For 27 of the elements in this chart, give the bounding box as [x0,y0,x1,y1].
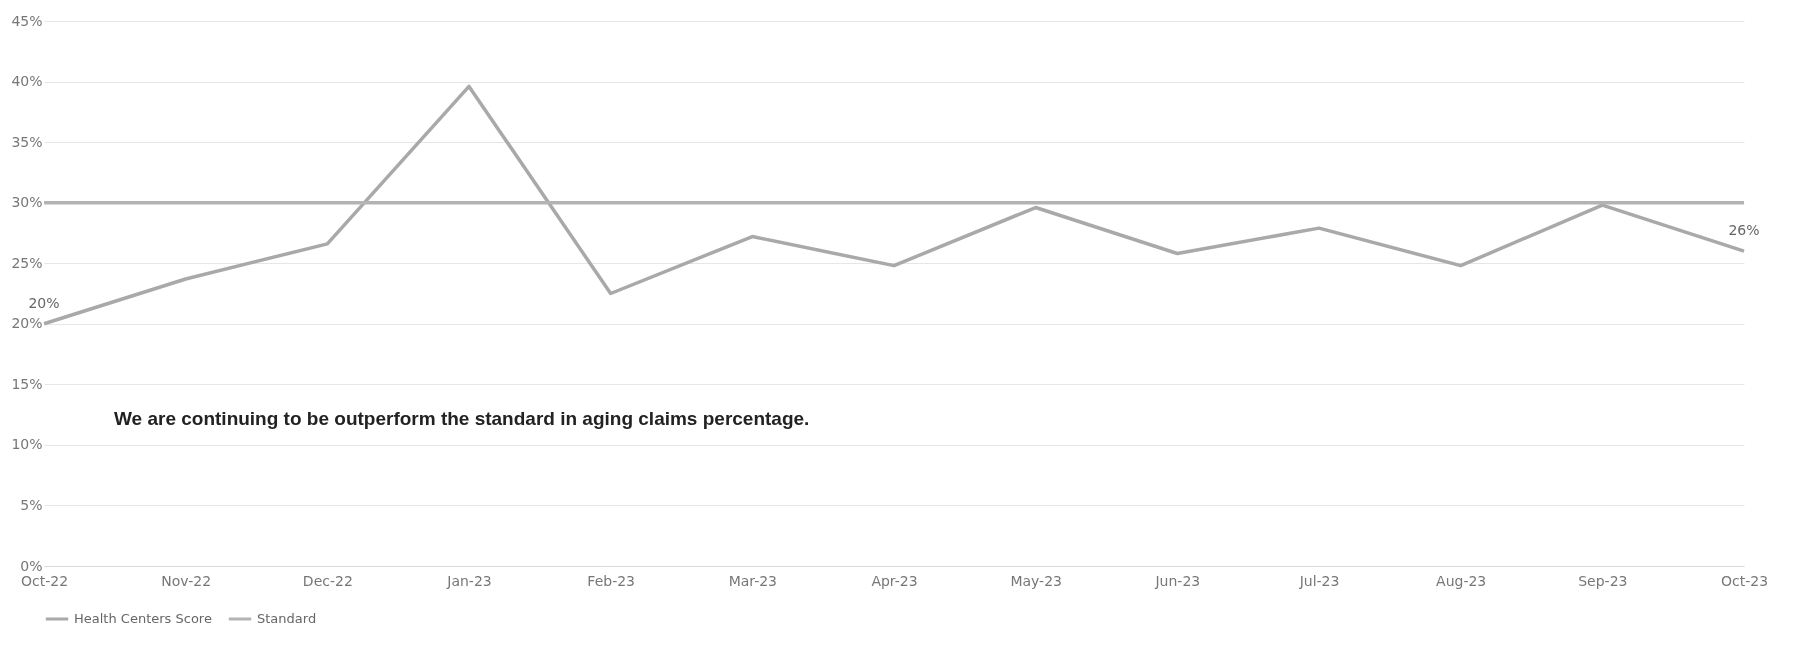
x-tick-label: Feb-23 [587,572,635,589]
y-tick-label: 10% [11,436,43,453]
data-label: 26% [1728,222,1760,239]
x-tick-label: Sep-23 [1578,572,1628,589]
y-tick-label: 35% [11,133,43,150]
y-tick-label: 30% [11,194,43,211]
y-tick-label: 5% [20,496,43,513]
x-tick-label: Dec-22 [302,572,353,589]
x-tick-label: Apr-23 [871,572,918,589]
y-tick-label: 40% [11,73,43,90]
annotation: We are continuing to be outperform the standard in aging claims percentage. [114,407,810,429]
legend-label: Health Centers Score [74,611,212,626]
x-tick-label: Aug-23 [1436,572,1487,589]
legend-label: Standard [257,611,317,626]
x-tick-label: Jul-23 [1298,572,1340,589]
y-tick-label: 25% [11,254,43,271]
y-tick-label: 15% [11,375,43,392]
x-tick-label: May-23 [1010,572,1062,589]
x-tick-label: Nov-22 [161,572,212,589]
y-tick-label: 20% [11,315,43,332]
x-tick-label: Oct-23 [1720,572,1769,589]
y-tick-label: 0% [20,557,43,574]
y-tick-label: 45% [11,12,43,29]
x-tick-label: Mar-23 [728,572,778,589]
x-tick-label: Jun-23 [1154,572,1201,589]
x-tick-label: Jan-23 [446,572,492,589]
x-tick-label: Oct-22 [20,572,69,589]
